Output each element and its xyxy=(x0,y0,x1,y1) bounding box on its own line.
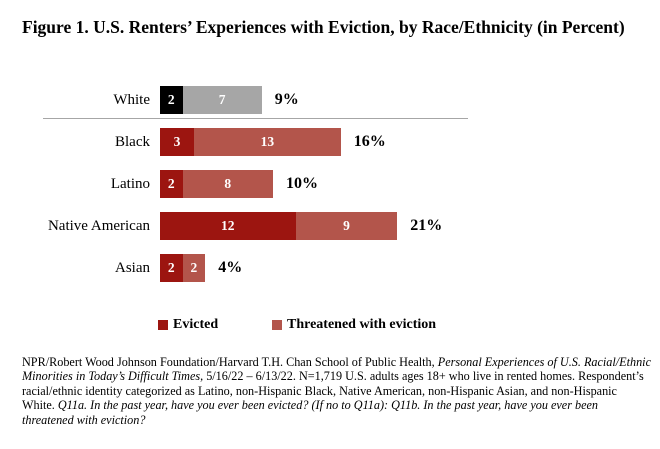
bar-segment-threatened: 8 xyxy=(182,170,273,198)
chart-row-black: Black 3 13 16% xyxy=(0,128,660,156)
evicted-legend-swatch xyxy=(158,319,168,330)
category-label: Black xyxy=(115,134,150,150)
total-label: 4% xyxy=(218,259,243,276)
bar-segment-threatened: 7 xyxy=(182,86,262,114)
legend-item-threatened: Threatened with eviction xyxy=(272,316,436,333)
bar-segment-evicted: 3 xyxy=(160,128,194,156)
chart-row-white: White 2 7 9% xyxy=(0,86,660,114)
footnote-text: 5/16/22 – 6/13/22. N=1,719 U.S. adults a… xyxy=(22,369,644,413)
chart-row-latino: Latino 2 8 10% xyxy=(0,170,660,198)
footnote-italic-text: Personal Experiences of U.S. Racial/Ethn… xyxy=(22,355,651,384)
total-label: 9% xyxy=(274,91,299,108)
stacked-bar-chart: White 2 7 9% Black 3 13 16% Latino 2 8 10% Native Am… xyxy=(0,86,660,286)
category-label: Latino xyxy=(110,176,150,192)
bar-segment-evicted: 2 xyxy=(160,86,183,114)
chart-row-native-american: Native American 12 9 21% xyxy=(0,212,660,240)
stacked-bar: 12 9 xyxy=(160,212,398,240)
white-row-separator-line xyxy=(43,118,468,119)
bar-segment-evicted: 2 xyxy=(160,170,183,198)
figure-title: Figure 1. U.S. Renters’ Experiences with… xyxy=(22,17,625,37)
bar-segment-threatened: 9 xyxy=(295,212,398,240)
category-label: Native American xyxy=(47,218,150,234)
bar-segment-threatened: 13 xyxy=(193,128,341,156)
total-label: 16% xyxy=(353,133,386,150)
threatened-legend-swatch xyxy=(272,319,282,330)
footnote-text: NPR/Robert Wood Johnson Foundation/Harva… xyxy=(22,355,438,369)
bar-segment-evicted: 2 xyxy=(160,254,183,282)
bar-segment-threatened: 2 xyxy=(182,254,206,282)
legend-item-evicted: Evicted xyxy=(158,316,218,333)
stacked-bar: 3 13 xyxy=(160,128,341,156)
chart-row-asian: Asian 2 2 4% xyxy=(0,254,660,282)
footnote-italic-text: Q11a. In the past year, have you ever be… xyxy=(22,398,598,427)
category-label: White xyxy=(113,92,150,108)
bar-segment-evicted: 12 xyxy=(160,212,296,240)
total-label: 21% xyxy=(410,217,443,234)
evicted-legend-label: Evicted xyxy=(173,316,219,332)
threatened-legend-label: Threatened with eviction xyxy=(287,316,437,332)
category-label: Asian xyxy=(115,260,150,276)
source-footnote: NPR/Robert Wood Johnson Foundation/Harva… xyxy=(22,355,652,427)
total-label: 10% xyxy=(286,175,318,192)
